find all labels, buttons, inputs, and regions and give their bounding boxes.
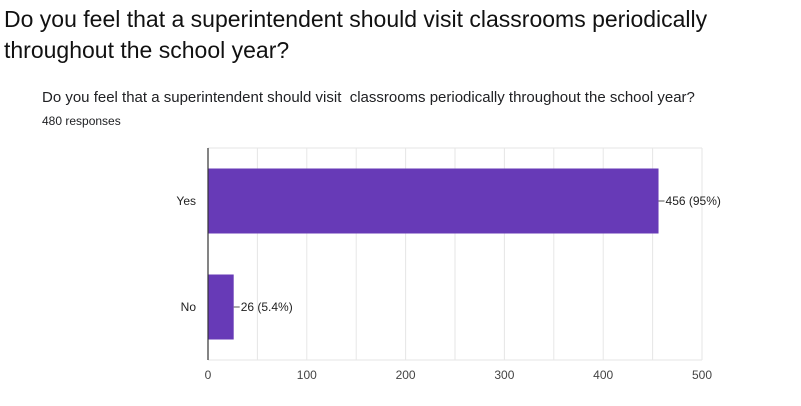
category-label: No (181, 300, 197, 314)
category-label: Yes (176, 194, 196, 208)
bar-no (208, 274, 234, 340)
bar-yes (208, 168, 659, 234)
x-tick-label: 500 (692, 368, 712, 382)
slide-title: Do you feel that a superintendent should… (4, 6, 708, 63)
x-tick-label: 200 (396, 368, 416, 382)
x-tick-label: 100 (297, 368, 317, 382)
chart-title: Do you feel that a superintendent should… (42, 89, 695, 106)
x-tick-label: 0 (205, 368, 212, 382)
response-count: 480 responses (42, 114, 121, 128)
data-label: 26 (5.4%) (241, 300, 293, 314)
x-tick-label: 300 (494, 368, 514, 382)
x-tick-label: 400 (593, 368, 613, 382)
data-label: 456 (95%) (666, 194, 721, 208)
